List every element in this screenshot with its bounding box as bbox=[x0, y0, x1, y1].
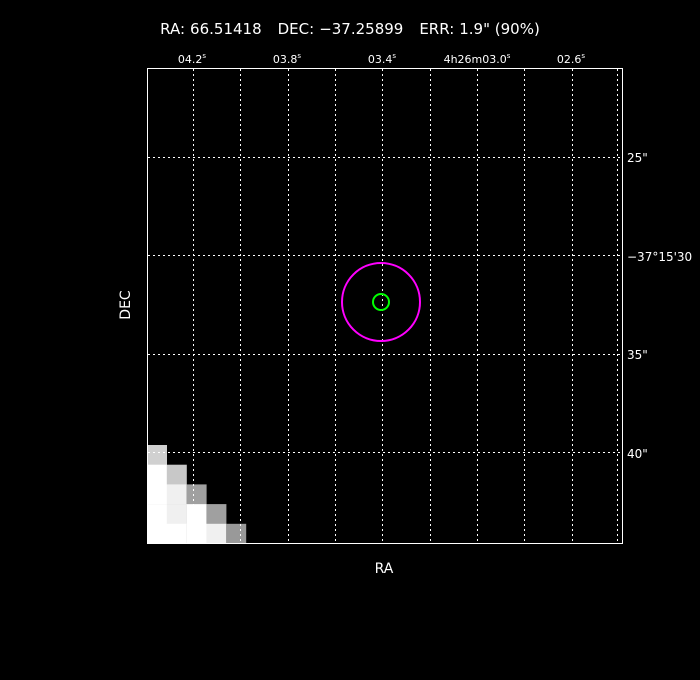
x-tick-label: 02.6s bbox=[557, 52, 586, 66]
image-pixels bbox=[147, 445, 247, 544]
image-pixel bbox=[206, 504, 227, 525]
y-tick-label: 35" bbox=[627, 348, 648, 362]
image-pixel bbox=[166, 523, 187, 544]
image-pixel bbox=[166, 464, 187, 485]
x-axis-label: RA bbox=[375, 561, 394, 577]
image-pixel bbox=[226, 523, 247, 544]
image-pixel bbox=[166, 504, 187, 525]
image-pixel bbox=[147, 504, 167, 525]
error-circle bbox=[341, 262, 421, 342]
source-position-marker bbox=[372, 293, 390, 311]
plot-frame bbox=[147, 68, 623, 544]
y-tick-label: −37°15'30 bbox=[627, 250, 692, 264]
image-pixel bbox=[147, 445, 167, 465]
grid bbox=[148, 69, 622, 543]
image-pixel bbox=[206, 523, 227, 544]
x-tick-label: 04.2s bbox=[178, 52, 207, 66]
image-pixel bbox=[186, 504, 207, 525]
x-tick-label: 03.4s bbox=[368, 52, 397, 66]
coordinates-header: RA: 66.51418 DEC: −37.25899 ERR: 1.9" (90%) bbox=[160, 20, 540, 38]
y-axis-label: DEC bbox=[118, 290, 134, 320]
image-pixel bbox=[186, 523, 207, 544]
image-pixel bbox=[147, 484, 167, 505]
y-tick-label: 25" bbox=[627, 151, 648, 165]
image-pixel bbox=[166, 484, 187, 505]
y-tick-label: 40" bbox=[627, 447, 648, 461]
image-pixel bbox=[147, 464, 167, 485]
x-tick-label: 03.8s bbox=[273, 52, 302, 66]
image-pixel bbox=[186, 484, 207, 505]
image-pixel bbox=[147, 523, 167, 544]
x-tick-label: 4h26m03.0s bbox=[444, 52, 511, 66]
